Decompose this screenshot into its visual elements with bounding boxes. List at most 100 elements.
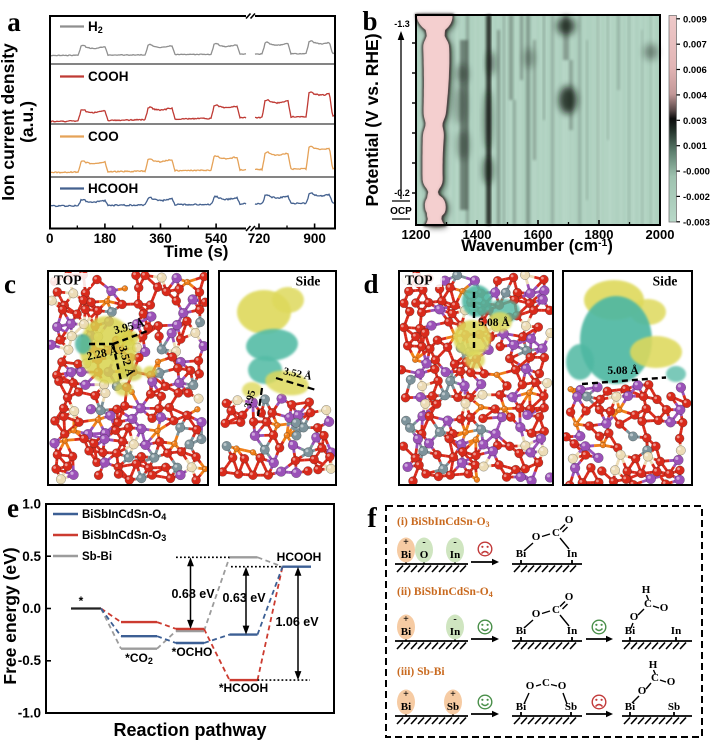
svg-text:+: +	[450, 689, 456, 700]
svg-text:3.95: 3.95	[243, 389, 258, 410]
svg-text:Potential (V vs. RHE): Potential (V vs. RHE)	[362, 33, 382, 206]
svg-text:1800: 1800	[585, 227, 614, 242]
svg-text:-0.000: -0.000	[683, 167, 710, 178]
svg-text:(iii) Sb-Bi: (iii) Sb-Bi	[397, 666, 445, 678]
svg-text:e: e	[7, 493, 19, 523]
svg-text:TOP: TOP	[54, 273, 82, 288]
svg-text:In: In	[567, 625, 577, 637]
svg-text:5.08 Å: 5.08 Å	[607, 363, 639, 377]
svg-text:0.68 eV: 0.68 eV	[171, 587, 215, 601]
svg-text:1600: 1600	[524, 227, 553, 242]
svg-text:0: 0	[46, 231, 54, 246]
svg-text:O: O	[420, 549, 429, 561]
svg-text:BiSbInCdSn-O3: BiSbInCdSn-O3	[82, 530, 166, 543]
svg-text:*CO2: *CO2	[125, 651, 153, 666]
svg-text:Sb: Sb	[447, 701, 459, 713]
svg-text:Bi: Bi	[516, 701, 526, 713]
svg-text:BiSbInCdSn-O4: BiSbInCdSn-O4	[82, 509, 166, 522]
svg-text:O: O	[660, 602, 669, 614]
svg-text:-1.0: -1.0	[18, 706, 41, 721]
svg-text:-1.3: -1.3	[394, 19, 410, 29]
svg-text:0.009: 0.009	[683, 14, 707, 25]
svg-text:OCP: OCP	[390, 206, 412, 217]
svg-text:720: 720	[248, 231, 271, 246]
svg-text:Free energy (eV): Free energy (eV)	[0, 547, 20, 684]
svg-text:d: d	[363, 269, 378, 299]
svg-text:-0.5: -0.5	[18, 653, 42, 668]
svg-text:O: O	[565, 591, 574, 603]
svg-text:540: 540	[205, 231, 228, 246]
svg-text:O: O	[526, 680, 535, 692]
svg-text:C: C	[651, 672, 659, 684]
svg-text:*OCHO: *OCHO	[172, 645, 213, 659]
svg-text:C: C	[552, 604, 560, 616]
svg-text:0.5: 0.5	[22, 549, 41, 564]
svg-text:In: In	[450, 626, 460, 638]
svg-text:(i) BiSbInCdSn-O3: (i) BiSbInCdSn-O3	[397, 516, 490, 529]
svg-text:H: H	[649, 659, 658, 671]
svg-text:0.007: 0.007	[683, 40, 707, 51]
svg-text:b: b	[362, 6, 377, 36]
svg-text:O: O	[558, 680, 567, 692]
svg-text:0.63 eV: 0.63 eV	[222, 591, 266, 605]
svg-text:Reaction pathway: Reaction pathway	[113, 720, 266, 740]
svg-text:Bi: Bi	[625, 625, 635, 637]
svg-text:1.0: 1.0	[22, 497, 41, 512]
svg-text:Sb: Sb	[668, 701, 680, 713]
svg-text:(ii) BiSbInCdSn-O4: (ii) BiSbInCdSn-O4	[397, 586, 493, 599]
svg-text:Bi: Bi	[401, 549, 411, 561]
svg-text:1400: 1400	[463, 227, 492, 242]
svg-text:a: a	[7, 7, 21, 37]
svg-text:Bi: Bi	[516, 548, 526, 560]
svg-text:O: O	[638, 685, 647, 697]
svg-text:+: +	[403, 689, 409, 700]
svg-text:180: 180	[94, 231, 117, 246]
svg-text:1.06 eV: 1.06 eV	[275, 615, 319, 629]
svg-text:0.003: 0.003	[683, 116, 707, 127]
svg-text:-: -	[453, 614, 456, 625]
svg-text:C: C	[542, 677, 550, 689]
svg-text:c: c	[4, 269, 16, 299]
svg-text:2000: 2000	[646, 227, 675, 242]
svg-text:Bi: Bi	[516, 625, 526, 637]
svg-text:+: +	[403, 537, 409, 548]
svg-text:COOH: COOH	[88, 69, 129, 84]
svg-text:O: O	[532, 531, 541, 543]
svg-text:*: *	[79, 594, 84, 608]
svg-text:C: C	[644, 598, 652, 610]
svg-text:O: O	[532, 608, 541, 620]
svg-text:-: -	[422, 537, 425, 548]
svg-text:0.0: 0.0	[22, 601, 41, 616]
svg-text:f: f	[367, 503, 377, 534]
svg-text:Side: Side	[653, 274, 678, 289]
svg-text:C: C	[552, 527, 560, 539]
svg-text:Bi: Bi	[401, 701, 411, 713]
svg-text:HCOOH: HCOOH	[88, 181, 138, 196]
svg-text:Wavenumber (cm-1): Wavenumber (cm-1)	[461, 237, 613, 255]
svg-text:Ion current density: Ion current density	[0, 43, 18, 201]
svg-text:1200: 1200	[402, 227, 431, 242]
svg-text:-0.002: -0.002	[683, 192, 710, 203]
svg-text:Bi: Bi	[625, 701, 635, 713]
svg-text:900: 900	[303, 231, 326, 246]
svg-text:(a.u.): (a.u.)	[17, 101, 37, 143]
svg-text:H: H	[642, 584, 651, 596]
svg-text:O: O	[667, 676, 676, 688]
svg-text:5.08 Å: 5.08 Å	[478, 315, 510, 329]
svg-text:3.52 Å: 3.52 Å	[282, 365, 313, 383]
svg-text:COO: COO	[88, 129, 119, 144]
svg-text:Time (s): Time (s)	[164, 242, 229, 261]
svg-text:360: 360	[149, 231, 172, 246]
svg-text:-: -	[453, 537, 456, 548]
svg-text:Bi: Bi	[401, 626, 411, 638]
svg-text:Sb-Bi: Sb-Bi	[82, 551, 112, 563]
svg-text:0.004: 0.004	[683, 90, 707, 101]
svg-text:+: +	[403, 614, 409, 625]
svg-text:-0.003: -0.003	[683, 217, 710, 228]
svg-text:-0.2: -0.2	[394, 188, 410, 198]
svg-text:Side: Side	[296, 274, 321, 289]
svg-text:Sb: Sb	[565, 701, 577, 713]
svg-text:O: O	[565, 514, 574, 526]
svg-text:0.006: 0.006	[683, 65, 707, 76]
svg-text:In: In	[567, 548, 577, 560]
